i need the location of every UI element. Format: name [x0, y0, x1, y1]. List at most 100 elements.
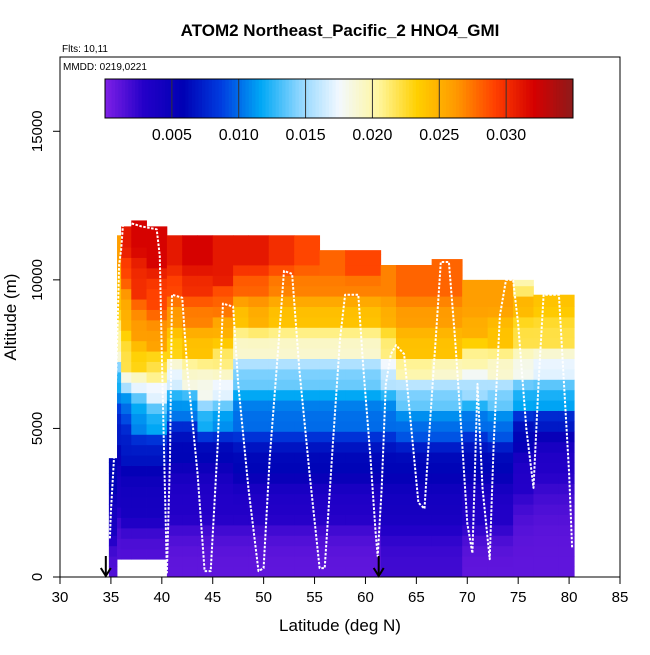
colorbar-segment	[502, 79, 507, 118]
heat-cell	[248, 317, 270, 328]
heat-cell	[319, 421, 346, 432]
heat-cell	[212, 473, 234, 484]
colorbar-segment	[158, 79, 163, 118]
heat-cell	[233, 348, 249, 359]
heat-cell	[248, 265, 270, 276]
colorbar-segment	[288, 79, 293, 118]
colorbar-segment	[489, 79, 494, 118]
heat-cell	[487, 369, 514, 380]
heat-cell	[380, 327, 397, 339]
heat-cell	[117, 538, 122, 550]
colorbar-tick-label: 0.015	[286, 127, 326, 144]
heat-cell	[197, 421, 214, 432]
heat-cell	[513, 317, 534, 328]
colorbar-segment	[496, 79, 500, 118]
heat-cell	[131, 507, 147, 518]
heat-cell	[146, 371, 168, 383]
colorbar-tick-label: 0.020	[352, 127, 392, 144]
flight-track-line	[108, 222, 574, 574]
colorbar-segment	[516, 79, 520, 118]
heat-cell	[513, 462, 534, 474]
heat-cell	[166, 265, 183, 276]
heat-cell	[166, 275, 183, 287]
heat-cell	[131, 413, 147, 425]
x-tick-label: 85	[612, 589, 629, 606]
heat-cell	[212, 421, 234, 432]
heat-cell	[513, 358, 534, 370]
heat-cell	[558, 473, 575, 484]
heat-cell	[117, 486, 122, 498]
heat-cell	[345, 525, 382, 536]
heat-cell	[396, 441, 433, 453]
heat-cell	[166, 545, 183, 557]
heat-cell	[268, 275, 295, 287]
heat-cell	[431, 410, 463, 422]
colorbar-frame	[104, 78, 574, 119]
heat-cell	[558, 296, 575, 307]
y-tick-label: 10000	[29, 259, 46, 301]
colorbar-segment	[335, 79, 340, 118]
heat-cell	[248, 400, 270, 411]
heat-cell	[487, 504, 514, 515]
heat-cell	[533, 462, 560, 474]
heat-cell	[166, 410, 183, 422]
heat-cell	[294, 462, 321, 474]
heat-cell	[182, 317, 198, 328]
heat-cell	[182, 285, 198, 297]
colorbar-segment	[115, 79, 119, 118]
x-tick-label: 35	[103, 589, 120, 606]
heat-cell	[166, 462, 183, 474]
colorbar-segment	[339, 79, 343, 118]
heat-cell	[319, 514, 346, 526]
colorbar-segment	[205, 79, 210, 118]
heat-cell	[233, 431, 249, 443]
heat-cell	[117, 392, 122, 404]
heat-cell	[294, 545, 321, 557]
heat-cell	[345, 369, 382, 380]
heat-cell	[345, 504, 382, 515]
heat-cell	[533, 296, 560, 307]
heat-cell	[462, 337, 489, 349]
x-tick-label: 80	[561, 589, 578, 606]
heat-cell	[182, 535, 198, 547]
colorbar-segment	[268, 79, 273, 118]
heat-cell	[121, 236, 132, 248]
heat-cell	[380, 473, 397, 484]
colorbar-segment	[482, 79, 487, 118]
heat-cell	[146, 423, 168, 435]
heat-cell	[345, 254, 382, 266]
colorbar-segment	[118, 79, 123, 118]
heat-cell	[212, 285, 234, 297]
colorbar-segment	[476, 79, 480, 118]
heat-cell	[294, 379, 321, 391]
heat-cell	[558, 358, 575, 370]
heat-cell	[345, 410, 382, 422]
heat-cell	[248, 556, 270, 567]
heat-cell	[182, 327, 198, 339]
heat-cell	[248, 452, 270, 463]
heat-cell	[197, 337, 214, 349]
colorbar-tick-label: 0.025	[419, 127, 459, 144]
heat-cell	[462, 306, 489, 318]
colorbar-segment	[425, 79, 430, 118]
colorbar-segment	[328, 79, 333, 118]
heat-cell	[166, 473, 183, 484]
heat-cell	[345, 566, 382, 578]
heat-cell	[233, 296, 249, 307]
heat-cell	[146, 392, 168, 404]
heat-cell	[558, 379, 575, 391]
heat-cell	[319, 389, 346, 401]
heat-cell	[197, 525, 214, 536]
heat-cell	[396, 514, 433, 526]
heat-cell	[294, 317, 321, 328]
heat-cell	[233, 254, 249, 266]
colorbar-segment	[452, 79, 457, 118]
heat-cell	[121, 475, 132, 487]
heat-cell	[487, 556, 514, 567]
heat-cell	[345, 431, 382, 443]
colorbar-segment	[222, 79, 226, 118]
heat-cell	[197, 348, 214, 359]
heat-cell	[197, 369, 214, 380]
colorbar-segment	[218, 79, 223, 118]
colorbar-tick-label: 0.010	[219, 127, 259, 144]
